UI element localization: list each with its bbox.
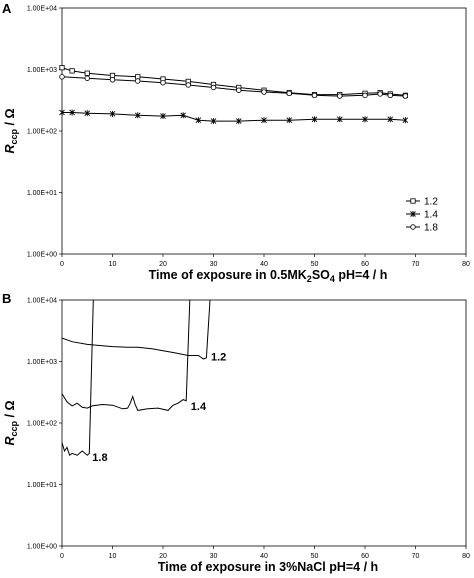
data-point-1.8 <box>377 91 383 97</box>
data-point-1.4 <box>402 117 409 124</box>
y-tick-label: 1.00E+03 <box>27 67 57 74</box>
legend-marker-1.8 <box>410 224 416 230</box>
y-tick-label: 1.00E+01 <box>27 190 57 197</box>
y-axis-label-a: Rccp / Ω <box>3 109 19 154</box>
data-point-1.8 <box>261 89 267 95</box>
y-tick-label: 1.00E+02 <box>27 129 57 136</box>
data-point-1.4 <box>286 117 293 124</box>
x-tick-label: 10 <box>109 261 117 268</box>
y-tick-label: 1.00E+01 <box>27 482 57 489</box>
x-tick-label: 20 <box>159 261 167 268</box>
data-point-1.4 <box>180 112 187 119</box>
annotation-1.4: 1.4 <box>191 401 207 413</box>
legend-marker-1.2 <box>410 198 416 204</box>
data-point-1.8 <box>135 78 141 84</box>
x-tick-label: 80 <box>462 553 470 560</box>
data-point-1.2 <box>59 65 65 71</box>
legend-a: 1.2 1.4 1.8 <box>406 197 438 234</box>
data-point-1.4 <box>195 117 202 124</box>
x-tick-label: 50 <box>311 553 319 560</box>
data-point-1.4 <box>160 113 166 120</box>
chart-panel-b: 0 10 20 30 40 50 60 70 80 1.00E+00 1.00E+01 1.00E+0… <box>3 298 470 575</box>
y-tick-label: 1.00E+04 <box>27 298 57 305</box>
plot-area-a <box>61 7 467 255</box>
data-point-1.8 <box>286 90 292 97</box>
legend-entry-1.8: 1.8 <box>424 223 438 234</box>
data-point-1.4 <box>84 110 91 117</box>
data-point-1.8 <box>210 84 217 91</box>
x-tick-label: 0 <box>60 261 64 268</box>
data-point-1.8 <box>160 80 166 86</box>
data-point-1.8 <box>311 92 318 99</box>
data-point-1.4 <box>109 110 116 117</box>
annotations-b: 1.2 1.4 1.8 <box>92 352 226 464</box>
x-tick-label: 0 <box>60 553 64 560</box>
axes-b: 0 10 20 30 40 50 60 70 80 1.00E+00 1.00E+01 1.00E+0… <box>27 298 470 561</box>
x-axis-label-b: Time of exposure in 3%NaCl pH=4 / h <box>158 560 378 574</box>
x-tick-label: 20 <box>159 553 167 560</box>
x-tick-label: 50 <box>311 261 319 268</box>
y-tick-label: 1.00E+00 <box>27 544 57 551</box>
data-point-1.8 <box>402 93 409 99</box>
data-point-1.8 <box>109 77 116 83</box>
y-axis-label-b: Rccp / Ω <box>3 401 19 446</box>
data-point-1.2 <box>84 70 90 76</box>
data-point-1.8 <box>362 92 368 99</box>
data-point-1.4 <box>311 116 318 123</box>
x-axis-label-a: Time of exposure in 0.5MK2SO4 pH=4 / h <box>149 268 388 284</box>
annotation-1.8: 1.8 <box>92 452 107 464</box>
data-point-1.8 <box>236 87 242 93</box>
legend-marker-1.4 <box>410 211 416 217</box>
annotation-1.2: 1.2 <box>211 352 226 364</box>
panel-label-b: B <box>2 291 11 306</box>
x-tick-label: 60 <box>361 261 369 268</box>
x-tick-label: 30 <box>210 553 218 560</box>
data-point-1.8 <box>185 82 191 88</box>
x-tick-label: 10 <box>109 553 117 560</box>
y-tick-label: 1.00E+03 <box>27 359 57 366</box>
y-tick-label: 1.00E+02 <box>27 421 57 428</box>
y-tick-label: 1.00E+04 <box>27 6 57 13</box>
legend-entry-1.4: 1.4 <box>424 210 438 221</box>
x-tick-label: 40 <box>260 553 268 560</box>
data-point-1.4 <box>336 116 343 123</box>
data-point-1.4 <box>210 118 217 125</box>
plot-area-b <box>61 299 467 547</box>
data-point-1.2 <box>109 72 116 79</box>
series-line-1.8 <box>62 300 94 457</box>
series-line-1.4 <box>62 300 191 411</box>
data-point-1.4 <box>235 118 242 125</box>
legend-entry-1.2: 1.2 <box>424 197 438 208</box>
data-point-1.4 <box>387 116 394 123</box>
axes-a: 0 10 20 30 40 50 60 70 80 1.00E+00 1.00E+01 1.00E+0… <box>27 6 470 269</box>
data-point-1.4 <box>362 116 368 123</box>
series-group-a <box>59 65 409 125</box>
x-tick-label: 30 <box>210 261 218 268</box>
data-point-1.4 <box>59 109 65 116</box>
data-point-1.2 <box>69 68 75 74</box>
data-point-1.4 <box>134 112 141 119</box>
y-tick-label: 1.00E+00 <box>27 252 57 259</box>
chart-panel-a: 0 10 20 30 40 50 60 70 80 1.00E+00 1.00E+01 1.00E+0… <box>3 6 470 285</box>
series-group-b <box>62 300 211 457</box>
x-tick-label: 40 <box>260 261 268 268</box>
x-tick-label: 60 <box>361 553 369 560</box>
x-tick-label: 70 <box>412 261 420 268</box>
data-point-1.8 <box>84 75 90 81</box>
data-point-1.4 <box>69 109 75 116</box>
data-point-1.8 <box>387 92 393 99</box>
data-point-1.8 <box>337 93 343 99</box>
data-point-1.4 <box>261 117 267 124</box>
panel-label-a: A <box>2 1 12 16</box>
x-tick-label: 70 <box>412 553 420 560</box>
series-line-1.8 <box>62 76 406 97</box>
x-tick-label: 80 <box>462 261 470 268</box>
data-point-1.8 <box>59 74 65 80</box>
